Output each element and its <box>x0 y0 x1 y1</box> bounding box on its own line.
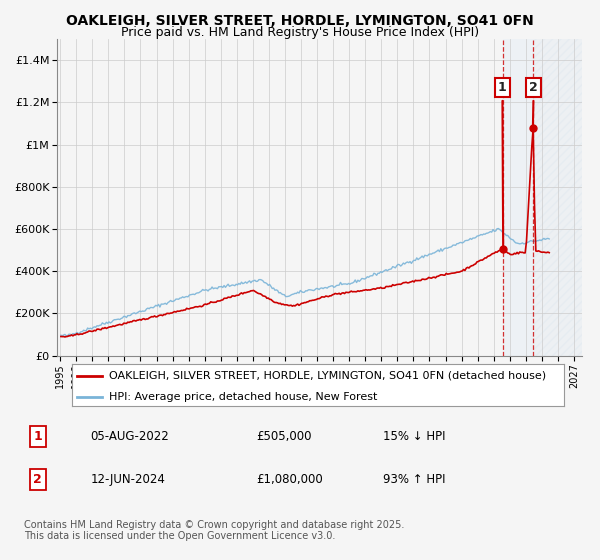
Text: 15% ↓ HPI: 15% ↓ HPI <box>383 430 445 443</box>
Text: HPI: Average price, detached house, New Forest: HPI: Average price, detached house, New … <box>109 392 377 402</box>
Text: £505,000: £505,000 <box>256 430 311 443</box>
Bar <box>533 39 582 356</box>
Text: 2: 2 <box>529 81 538 125</box>
Text: £1,080,000: £1,080,000 <box>256 473 323 486</box>
Text: OAKLEIGH, SILVER STREET, HORDLE, LYMINGTON, SO41 0FN (detached house): OAKLEIGH, SILVER STREET, HORDLE, LYMINGT… <box>109 371 546 381</box>
Text: OAKLEIGH, SILVER STREET, HORDLE, LYMINGTON, SO41 0FN: OAKLEIGH, SILVER STREET, HORDLE, LYMINGT… <box>66 14 534 28</box>
Text: 05-AUG-2022: 05-AUG-2022 <box>90 430 169 443</box>
Text: Price paid vs. HM Land Registry's House Price Index (HPI): Price paid vs. HM Land Registry's House … <box>121 26 479 39</box>
Text: 12-JUN-2024: 12-JUN-2024 <box>90 473 165 486</box>
Text: 1: 1 <box>498 81 507 246</box>
Text: Contains HM Land Registry data © Crown copyright and database right 2025.
This d: Contains HM Land Registry data © Crown c… <box>24 520 404 542</box>
Bar <box>503 39 533 356</box>
Text: 93% ↑ HPI: 93% ↑ HPI <box>383 473 445 486</box>
Text: 1: 1 <box>34 430 42 443</box>
Text: 2: 2 <box>34 473 42 486</box>
